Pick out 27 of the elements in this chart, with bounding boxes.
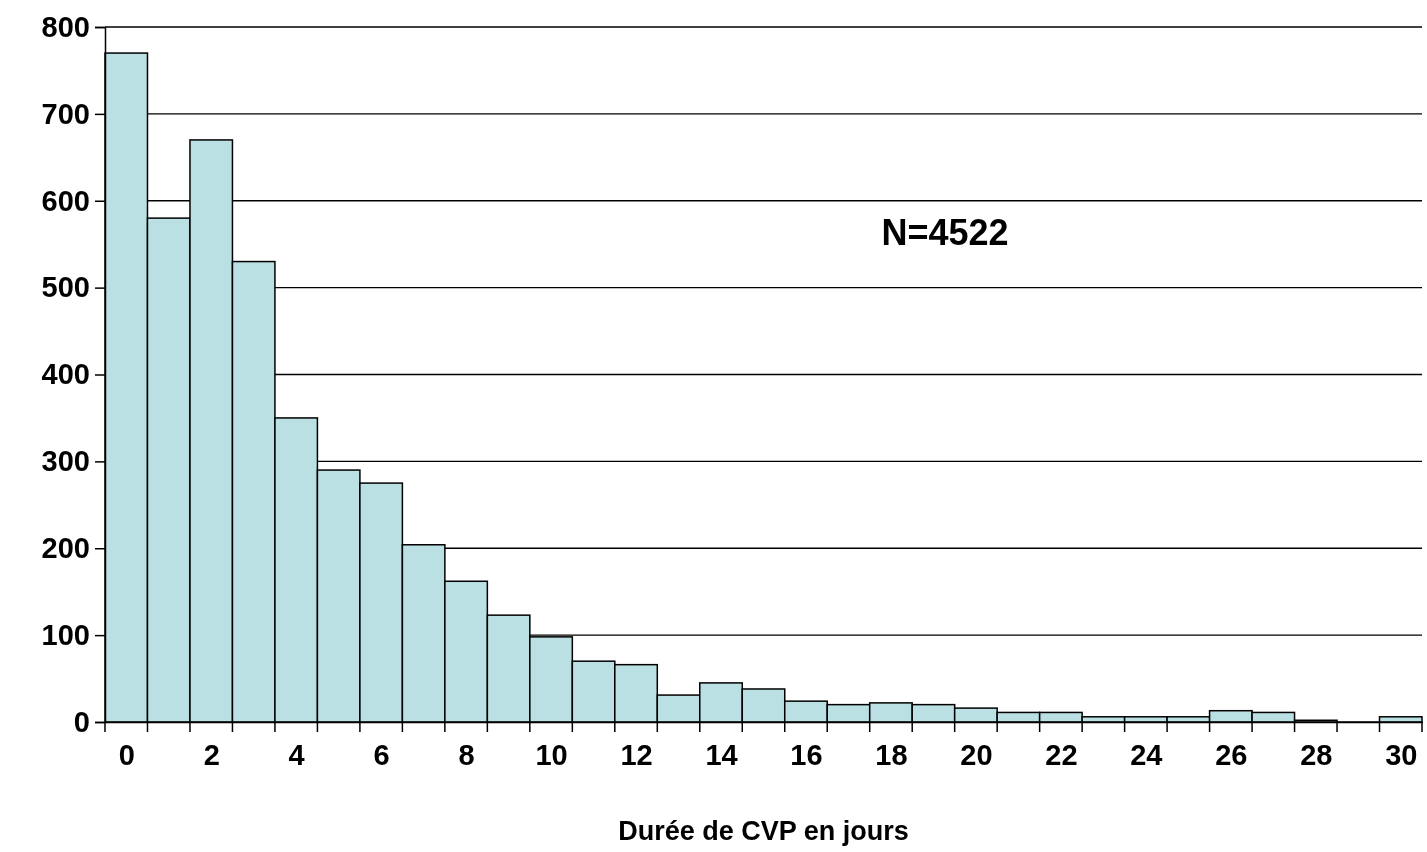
y-tick-label: 200 <box>41 532 90 565</box>
x-tick-label: 10 <box>535 739 568 771</box>
y-tick-label: 700 <box>41 97 90 130</box>
y-tick-label: 300 <box>41 445 90 478</box>
y-tick-label: 800 <box>41 10 90 43</box>
y-tick-label: 400 <box>41 358 90 391</box>
x-tick-label: 18 <box>875 739 908 771</box>
x-tick-label: 2 <box>203 739 220 771</box>
y-tick-label: 600 <box>41 184 90 217</box>
x-tick-label: 22 <box>1045 739 1078 771</box>
x-tick-label: 28 <box>1300 739 1333 771</box>
x-tick-label: 8 <box>458 739 475 771</box>
y-tick-label: 500 <box>41 271 90 304</box>
x-tick-label: 6 <box>373 739 390 771</box>
x-tick-label: 24 <box>1130 739 1163 771</box>
x-tick-label: 30 <box>1385 739 1418 771</box>
annotation: N=4522 <box>881 212 1009 253</box>
x-tick-label: 4 <box>288 739 305 771</box>
x-tick-label: 26 <box>1215 739 1248 771</box>
x-axis-title: Durée de CVP en jours <box>618 816 909 846</box>
x-tick-label: 14 <box>705 739 738 771</box>
x-tick-label: 12 <box>620 739 653 771</box>
x-tick-label: 16 <box>790 739 823 771</box>
y-tick-label: 100 <box>41 618 90 651</box>
x-tick-label: 20 <box>960 739 993 771</box>
x-tick-label: 0 <box>118 739 135 771</box>
y-tick-label: 0 <box>73 705 90 738</box>
